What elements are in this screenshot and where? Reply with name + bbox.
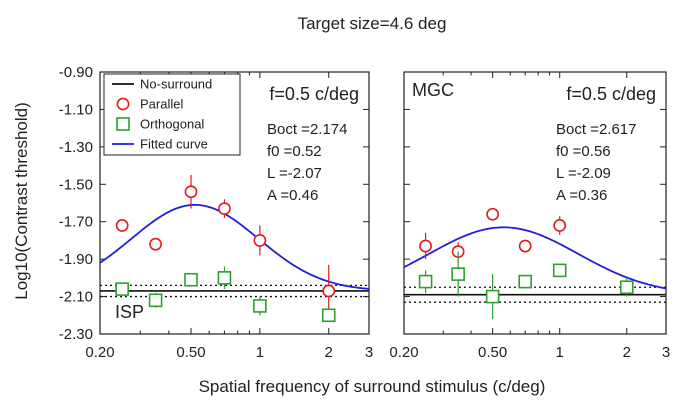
- orthogonal-point: [619, 280, 634, 295]
- orthogonal-point: [518, 274, 533, 289]
- fit-parameter: f0 =0.52: [267, 143, 322, 160]
- fit-parameter: L =-2.07: [267, 165, 322, 182]
- orthogonal-point: [115, 282, 129, 296]
- plot-frame: [403, 71, 667, 335]
- y-axis-label: Log10(Contrast threshold): [12, 102, 31, 300]
- x-tick-label: 2: [623, 344, 631, 361]
- legend-square-swatch: [116, 117, 130, 131]
- orthogonal-point: [552, 263, 567, 278]
- legend-label: No-surround: [140, 77, 212, 92]
- figure-title: Target size=4.6 deg: [298, 14, 447, 33]
- legend-label: Orthogonal: [140, 117, 204, 132]
- orthogonal-point: [485, 289, 500, 304]
- x-tick-label: 0.50: [478, 344, 507, 361]
- parallel-point: [486, 207, 500, 221]
- panel-mgc: 0.20 0.50 1 2 3 f=0.5 c/deg Boct =2.617 f0 =0.5…: [389, 71, 670, 361]
- parallel-point: [553, 219, 567, 232]
- parallel-point: [518, 239, 532, 253]
- y-tick-label: -1.50: [59, 176, 93, 193]
- legend-label: Parallel: [140, 97, 183, 112]
- x-tick-label: 3: [662, 344, 670, 361]
- parallel-point: [218, 202, 231, 216]
- y-tick-label: -2.30: [59, 326, 93, 343]
- orthogonal-point: [217, 271, 232, 285]
- y-tick-label: -2.10: [59, 289, 93, 306]
- legend-label: Fitted curve: [140, 137, 208, 152]
- parallel-point: [149, 237, 162, 251]
- plot-frame: [99, 71, 370, 335]
- x-tick-label: 1: [256, 344, 264, 361]
- x-axis-label: Spatial frequency of surround stimulus (…: [199, 377, 546, 396]
- orthogonal-point: [148, 293, 163, 308]
- parallel-point: [115, 219, 129, 232]
- x-tick-label: 3: [365, 344, 373, 361]
- x-tick-label: 0.50: [176, 344, 205, 361]
- orthogonal-point: [253, 299, 267, 313]
- fit-parameter: Boct =2.617: [556, 121, 636, 138]
- frequency-annotation: f=0.5 c/deg: [566, 84, 656, 104]
- fit-parameter: f0 =0.56: [556, 143, 611, 160]
- panel-label: ISP: [115, 302, 144, 322]
- orthogonal-point: [184, 272, 198, 287]
- orthogonal-point: [321, 308, 336, 323]
- x-tick-label: 2: [325, 344, 333, 361]
- fit-parameter: Boct =2.174: [267, 121, 347, 138]
- fit-parameter: L =-2.09: [556, 165, 611, 182]
- y-tick-label: -1.70: [59, 214, 93, 231]
- frequency-annotation: f=0.5 c/deg: [269, 84, 359, 104]
- fit-parameter: A =0.36: [556, 187, 607, 204]
- x-tick-label: 1: [556, 344, 564, 361]
- parallel-point: [322, 284, 336, 298]
- parallel-point: [184, 185, 198, 199]
- legend-circle-swatch: [116, 97, 130, 111]
- fit-parameter: A =0.46: [267, 187, 318, 204]
- x-tick-label: 0.20: [85, 344, 114, 361]
- y-tick-label: -1.90: [59, 251, 93, 268]
- y-tick-label: -1.10: [59, 101, 93, 118]
- x-tick-label: 0.20: [389, 344, 418, 361]
- y-tick-label: -0.90: [59, 64, 93, 81]
- fitted-curve: [403, 226, 667, 290]
- orthogonal-point: [451, 267, 465, 281]
- panel-isp: 0.20 0.50 1 2 3 -0.90 -1.10 -1.30 -1.50 -1.70 -1.9…: [59, 64, 373, 361]
- fitted-curve: [99, 203, 370, 290]
- panel-label: MGC: [412, 80, 454, 100]
- orthogonal-point: [418, 274, 433, 289]
- y-tick-label: -1.30: [59, 139, 93, 156]
- parallel-point: [253, 234, 267, 247]
- legend-box: [103, 73, 241, 156]
- parallel-point: [419, 239, 432, 253]
